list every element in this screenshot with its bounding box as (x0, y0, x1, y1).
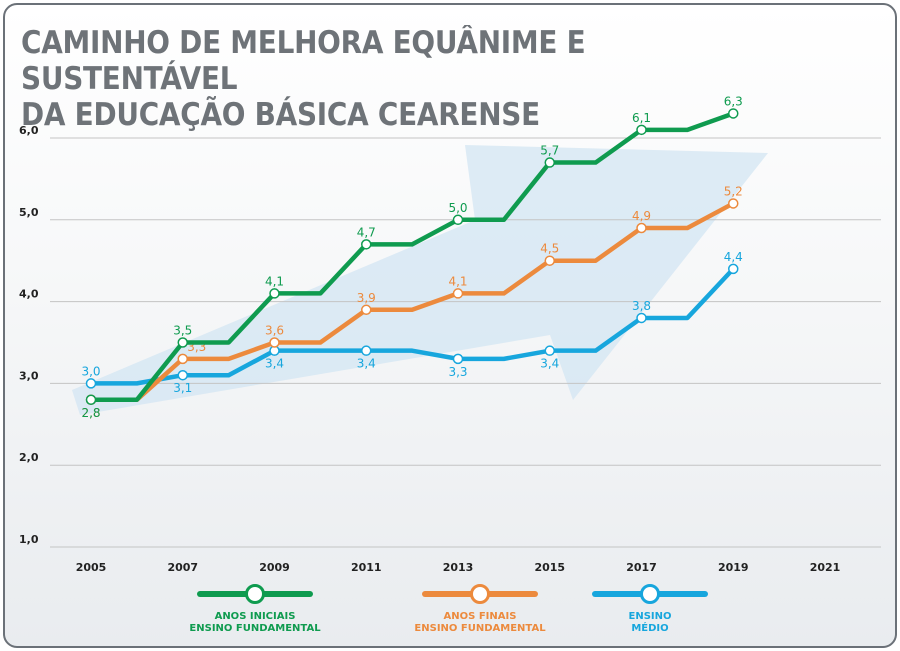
legend-label-line: ENSINO FUNDAMENTAL (414, 623, 546, 634)
series-line (88, 111, 736, 403)
legend-item: ANOS FINAIS ENSINO FUNDAMENTAL (370, 583, 590, 635)
data-label: 5,7 (540, 144, 559, 158)
chart-legend: ANOS INICIAIS ENSINO FUNDAMENTAL ANOS FINA… (5, 583, 895, 643)
data-label: 3,8 (632, 299, 651, 313)
legend-label: ANOS FINAIS ENSINO FUNDAMENTAL (370, 611, 590, 635)
trend-arrow-background (72, 145, 768, 415)
data-label: 3,4 (540, 357, 559, 371)
data-label: 3,6 (265, 324, 284, 338)
chart-title-line-1: CAMINHO DE MELHORA EQUÂNIME E SUSTENTÁVE… (21, 25, 586, 97)
y-tick-label: 4,0 (19, 288, 39, 301)
x-tick-label: 2019 (718, 561, 749, 574)
x-tick-label: 2017 (626, 561, 657, 574)
x-tick-label: 2011 (351, 561, 382, 574)
data-label: 3,4 (265, 357, 284, 371)
x-tick-label: 2005 (76, 561, 107, 574)
legend-label-line: ANOS FINAIS (443, 611, 517, 622)
data-point (728, 108, 739, 119)
legend-marker-icon (245, 584, 265, 604)
y-tick-label: 6,0 (19, 124, 39, 137)
x-tick-label: 2021 (810, 561, 841, 574)
data-label: 3,5 (173, 324, 192, 338)
data-point (177, 337, 188, 348)
data-point (544, 255, 555, 266)
data-label: 4,1 (265, 274, 284, 288)
data-point (544, 345, 555, 356)
series-line (88, 266, 736, 386)
data-label: 5,2 (724, 184, 743, 198)
x-tick-label: 2009 (259, 561, 290, 574)
x-tick-label: 2013 (443, 561, 474, 574)
data-label: 3,0 (81, 364, 100, 378)
data-point (452, 288, 464, 299)
y-tick-label: 3,0 (19, 369, 39, 382)
data-point (85, 378, 97, 389)
series-line (88, 201, 736, 403)
data-point (728, 263, 739, 275)
chart-frame: CAMINHO DE MELHORA EQUÂNIME E SUSTENTÁVE… (3, 3, 897, 648)
data-label: 3,4 (357, 357, 376, 371)
data-point (177, 369, 188, 381)
x-tick-label: 2007 (167, 561, 198, 574)
legend-label: ANOS INICIAIS ENSINO FUNDAMENTAL (145, 611, 365, 635)
data-point (636, 222, 647, 234)
data-point (269, 288, 280, 299)
data-label: 2,8 (81, 406, 100, 420)
data-point (85, 394, 97, 406)
data-label: 5,0 (448, 201, 467, 215)
legend-item: ANOS INICIAIS ENSINO FUNDAMENTAL (145, 583, 365, 635)
data-point (269, 337, 280, 348)
y-tick-label: 1,0 (19, 533, 39, 546)
data-label: 4,9 (632, 209, 651, 223)
data-point (361, 304, 372, 316)
line-chart: 1,0 2,0 3,0 4,0 5,0 6,0 2005 2007 2009 2011 2013 20… (19, 94, 881, 574)
data-label: 6,1 (632, 111, 651, 125)
data-label: 6,3 (724, 94, 743, 108)
data-label: 3,9 (357, 291, 376, 305)
legend-marker-icon (640, 584, 660, 604)
data-label: 4,5 (540, 242, 559, 256)
legend-swatch (197, 584, 313, 604)
y-tick-label: 5,0 (19, 206, 39, 219)
data-point (636, 124, 647, 136)
data-point (544, 157, 555, 168)
data-point (361, 345, 372, 356)
chart-title: CAMINHO DE MELHORA EQUÂNIME E SUSTENTÁVE… (21, 25, 777, 133)
chart-title-line-2: DA EDUCAÇÃO BÁSICA CEARENSE (21, 97, 540, 133)
data-point (728, 198, 739, 209)
y-tick-label: 2,0 (19, 451, 39, 464)
legend-swatch (592, 584, 708, 604)
data-label: 4,1 (448, 274, 467, 288)
x-tick-label: 2015 (534, 561, 565, 574)
legend-item: ENSINO MÉDIO (540, 583, 760, 635)
data-point (452, 353, 464, 365)
data-point (636, 312, 647, 324)
data-label: 3,1 (173, 381, 192, 395)
data-label: 4,7 (357, 225, 376, 239)
data-label: 4,4 (724, 250, 743, 264)
legend-label-line: MÉDIO (631, 623, 669, 634)
data-label: 3,3 (448, 365, 467, 379)
data-label: 2,8 (81, 406, 100, 420)
legend-label: ENSINO MÉDIO (540, 611, 760, 635)
legend-swatch (422, 584, 538, 604)
data-point (361, 239, 372, 250)
legend-label-line: ANOS INICIAIS (214, 611, 296, 622)
data-point (452, 214, 464, 226)
data-point (177, 353, 188, 365)
legend-marker-icon (470, 584, 490, 604)
legend-label-line: ENSINO (628, 611, 672, 622)
legend-label-line: ENSINO FUNDAMENTAL (189, 623, 321, 634)
